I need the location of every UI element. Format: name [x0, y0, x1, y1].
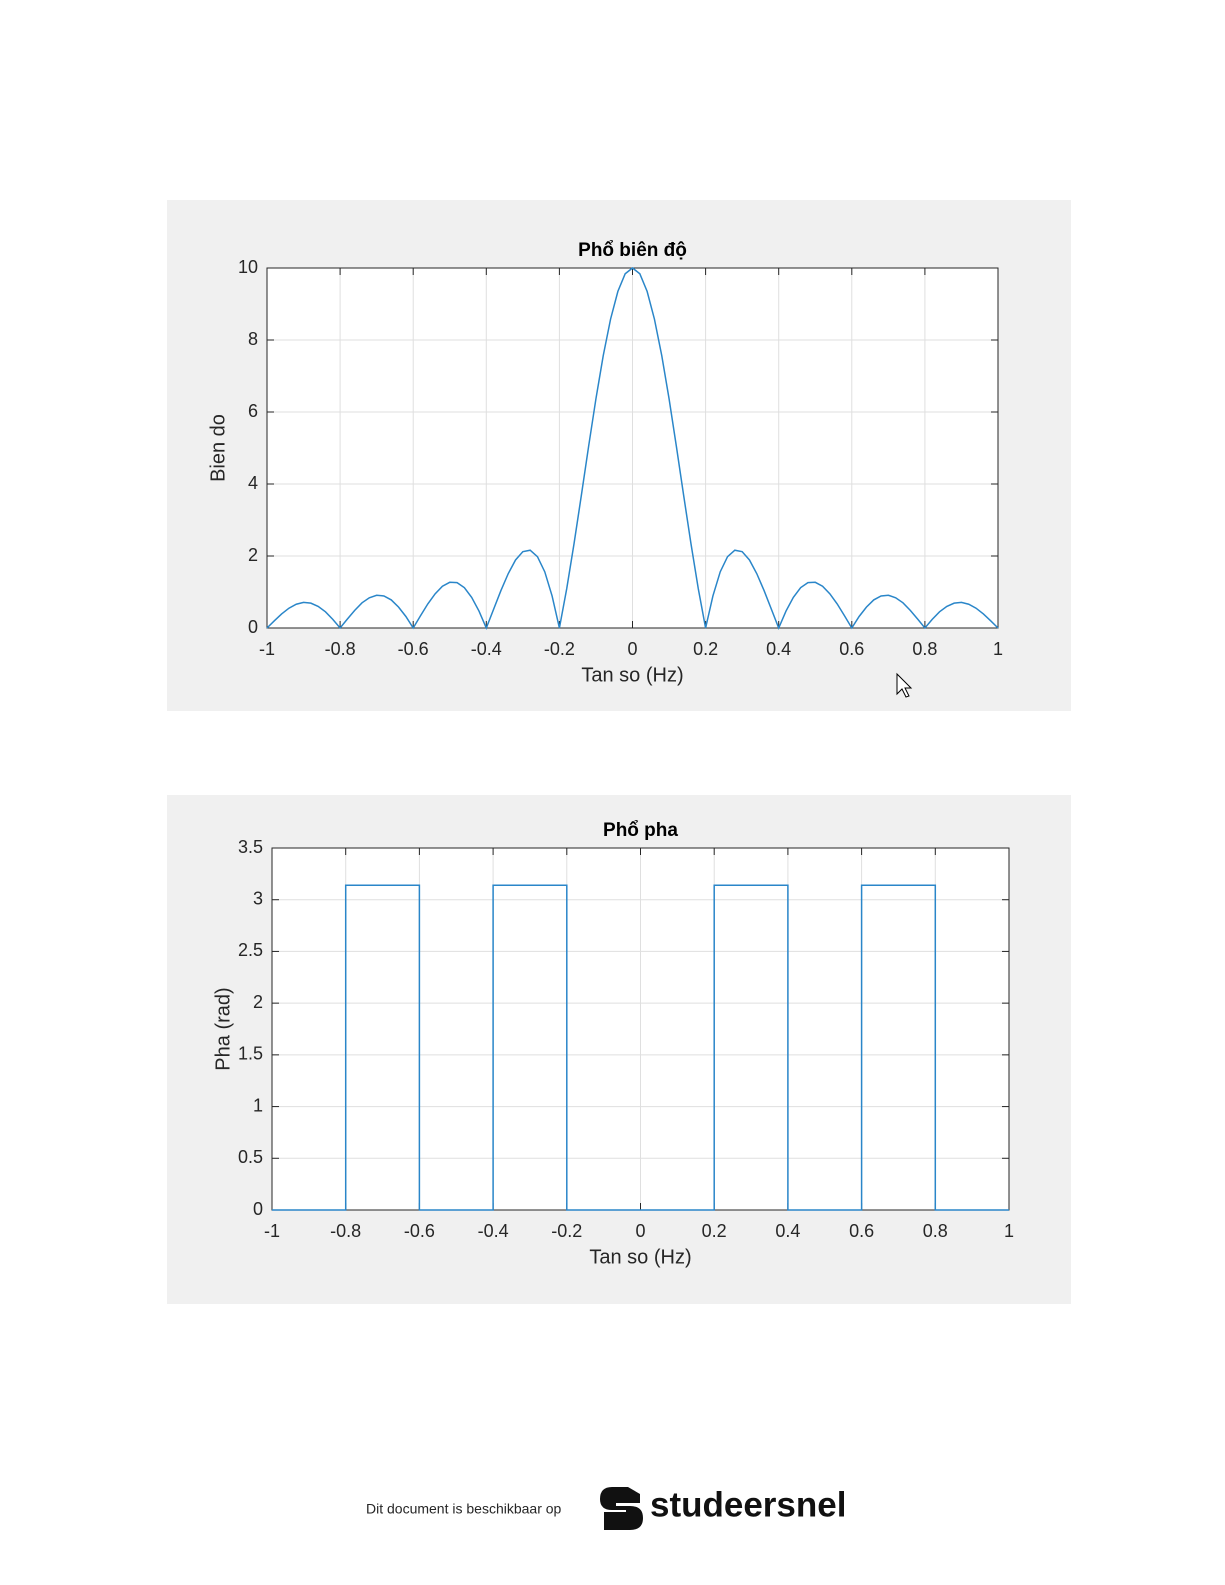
x-axis-label: Tan so (Hz) [581, 664, 683, 686]
x-tick-label: -1 [259, 639, 275, 659]
y-tick-label: 0 [248, 617, 258, 637]
x-tick-label: -0.4 [478, 1221, 509, 1241]
x-tick-label: -1 [264, 1221, 280, 1241]
y-tick-label: 0.5 [238, 1147, 263, 1167]
x-tick-label: -0.2 [544, 639, 575, 659]
y-tick-label: 1.5 [238, 1044, 263, 1064]
y-tick-label: 0 [253, 1199, 263, 1219]
x-tick-label: 0.2 [693, 639, 718, 659]
y-tick-label: 10 [238, 257, 258, 277]
x-tick-label: 1 [1004, 1221, 1014, 1241]
mouse-cursor [896, 672, 913, 698]
y-tick-label: 2 [253, 992, 263, 1012]
y-tick-label: 1 [253, 1095, 263, 1115]
y-tick-label: 3.5 [238, 837, 263, 857]
chart-title: Phổ biên độ [578, 240, 687, 261]
y-tick-label: 2 [248, 545, 258, 565]
x-tick-label: -0.8 [325, 639, 356, 659]
x-tick-label: 0.4 [766, 639, 791, 659]
footer-text: Dit document is beschikbaar op [366, 1501, 562, 1517]
brand-logo [600, 1487, 643, 1530]
y-tick-label: 4 [248, 473, 258, 493]
x-axis-label: Tan so (Hz) [589, 1246, 691, 1268]
y-tick-label: 2.5 [238, 940, 263, 960]
x-tick-label: -0.6 [404, 1221, 435, 1241]
x-tick-label: 0.6 [849, 1221, 874, 1241]
x-tick-label: 0 [627, 639, 637, 659]
x-tick-label: 0.8 [923, 1221, 948, 1241]
x-tick-label: -0.2 [551, 1221, 582, 1241]
x-tick-label: 1 [993, 639, 1003, 659]
data-line [272, 884, 1009, 1211]
x-tick-label: -0.6 [398, 639, 429, 659]
y-tick-label: 8 [248, 329, 258, 349]
y-tick-label: 3 [253, 888, 263, 908]
x-tick-label: 0 [635, 1221, 645, 1241]
x-tick-label: -0.8 [330, 1221, 361, 1241]
x-tick-label: 0.4 [775, 1221, 800, 1241]
x-tick-label: 0.2 [702, 1221, 727, 1241]
brand-name: studeersnel [650, 1485, 846, 1524]
x-tick-label: 0.8 [912, 639, 937, 659]
y-axis-label: Bien do [207, 414, 229, 482]
data-line [266, 267, 999, 630]
y-axis-label: Pha (rad) [212, 987, 234, 1070]
chart-title: Phổ pha [603, 820, 678, 841]
y-tick-label: 6 [248, 401, 258, 421]
x-tick-label: 0.6 [839, 639, 864, 659]
x-tick-label: -0.4 [471, 639, 502, 659]
